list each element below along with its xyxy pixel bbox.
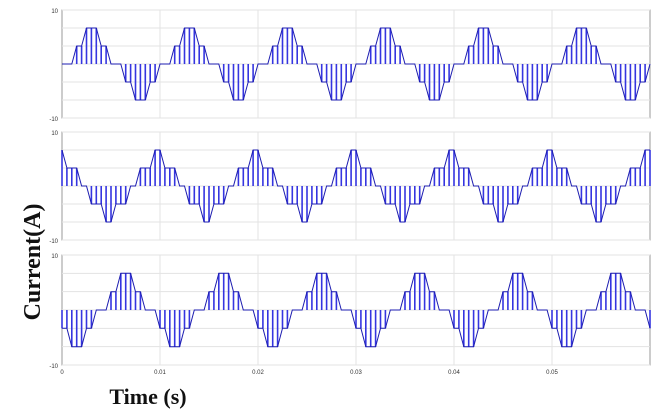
panel-top: 10 -10	[49, 9, 651, 123]
x-tick-label: 0.01	[154, 370, 166, 376]
y-tick-label: 10	[51, 131, 58, 137]
panel-middle: 10 -10	[49, 131, 651, 245]
y-tick-label: -10	[49, 239, 58, 245]
panel-bottom: 10 -100 0.01 0.02 0.03 0.04 0.05	[49, 254, 651, 376]
x-tick-label: 0	[60, 370, 64, 376]
y-tick-label: 10	[51, 9, 58, 15]
waveform-envelope	[61, 149, 650, 223]
x-tick-label: 0.05	[546, 370, 558, 376]
x-tick-label: 0.02	[252, 370, 264, 376]
waveform-envelope	[62, 27, 651, 101]
y-tick-label: -10	[49, 364, 58, 370]
x-axis-label: Time (s)	[109, 384, 186, 409]
x-tick-label: 0.04	[448, 370, 460, 376]
y-tick-label: -10	[49, 117, 58, 123]
y-tick-label: 10	[51, 254, 58, 260]
y-axis-label: Current(A)	[20, 204, 46, 321]
waveform-envelope	[62, 272, 651, 348]
x-tick-label: 0.03	[350, 370, 362, 376]
